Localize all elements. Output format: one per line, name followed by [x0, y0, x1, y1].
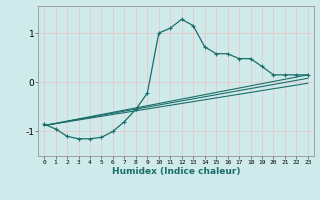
X-axis label: Humidex (Indice chaleur): Humidex (Indice chaleur) — [112, 167, 240, 176]
